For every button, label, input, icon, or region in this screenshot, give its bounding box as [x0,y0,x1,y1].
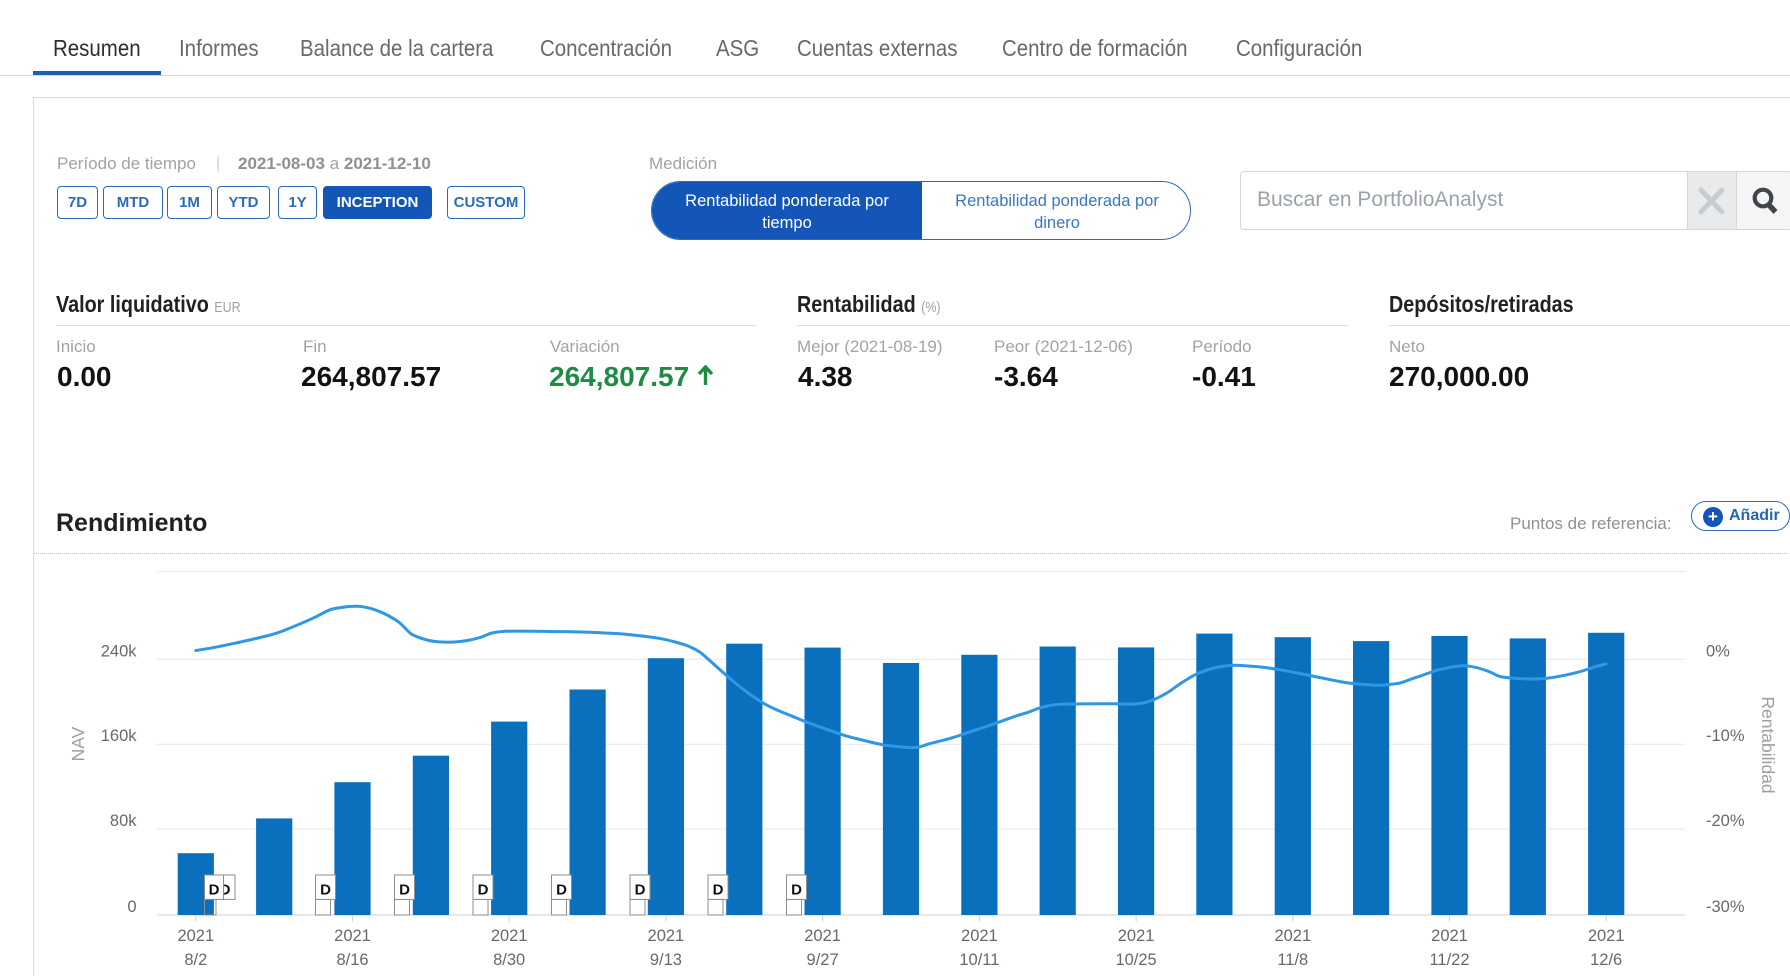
svg-text:9/13: 9/13 [650,951,682,969]
svg-text:0%: 0% [1706,642,1730,660]
svg-text:D: D [399,882,410,899]
svg-text:2021: 2021 [648,927,685,945]
svg-text:240k: 240k [101,642,138,660]
svg-text:80k: 80k [110,812,137,830]
svg-text:2021: 2021 [1588,927,1625,945]
svg-text:NAV: NAV [68,726,88,761]
svg-text:2021: 2021 [1274,927,1311,945]
svg-text:2021: 2021 [491,927,528,945]
svg-text:2021: 2021 [1431,927,1468,945]
svg-text:11/8: 11/8 [1277,951,1308,969]
svg-text:-10%: -10% [1706,727,1745,745]
svg-text:D: D [791,882,802,899]
svg-text:D: D [556,882,567,899]
svg-text:10/25: 10/25 [1115,951,1156,969]
svg-text:10/11: 10/11 [959,951,999,969]
svg-text:11/22: 11/22 [1429,951,1469,969]
svg-text:-30%: -30% [1706,898,1745,916]
svg-text:Rentabilidad: Rentabilidad [1758,696,1778,793]
svg-text:-20%: -20% [1706,812,1745,830]
svg-text:D: D [635,882,646,899]
svg-text:2021: 2021 [804,927,841,945]
svg-text:2021: 2021 [961,927,998,945]
svg-text:8/2: 8/2 [184,951,207,969]
svg-text:D: D [220,882,231,899]
svg-text:D: D [713,882,724,899]
svg-text:8/30: 8/30 [493,951,525,969]
svg-text:8/16: 8/16 [336,951,368,969]
svg-text:2021: 2021 [1118,927,1155,945]
svg-text:160k: 160k [101,727,138,745]
svg-text:D: D [209,882,220,899]
svg-text:2021: 2021 [177,927,214,945]
svg-text:2021: 2021 [334,927,371,945]
svg-text:9/27: 9/27 [807,951,839,969]
svg-text:D: D [478,882,489,899]
svg-text:D: D [320,882,331,899]
svg-text:12/6: 12/6 [1590,951,1622,969]
svg-text:0: 0 [127,898,136,916]
